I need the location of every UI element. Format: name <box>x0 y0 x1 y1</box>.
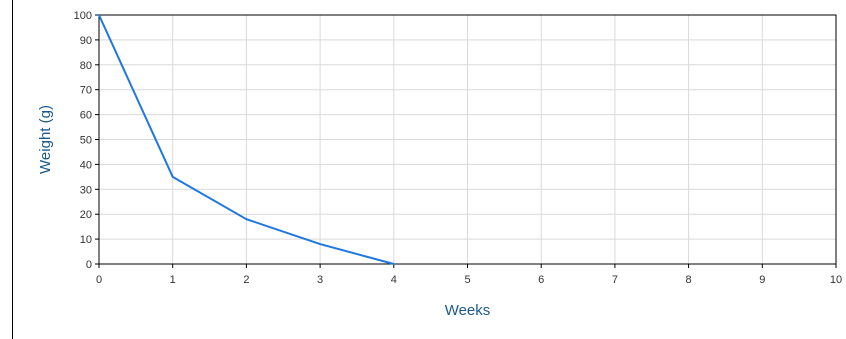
x-tick-label: 7 <box>612 274 618 286</box>
y-tick-label: 70 <box>80 85 92 97</box>
x-tick-label: 10 <box>830 274 842 286</box>
x-tick-label: 2 <box>243 274 249 286</box>
tick-marks <box>95 14 837 268</box>
grid <box>98 14 837 265</box>
data-point <box>98 14 100 16</box>
x-axis-tick-labels: 0 1 2 3 4 5 6 7 8 9 10 <box>96 274 842 286</box>
y-tick-label: 80 <box>80 60 92 72</box>
x-axis-title: Weeks <box>445 302 491 319</box>
series-group <box>98 14 395 265</box>
y-tick-label: 30 <box>80 184 92 196</box>
data-point <box>245 218 248 221</box>
y-tick-label: 100 <box>74 10 92 22</box>
x-tick-label: 3 <box>317 274 323 286</box>
y-tick-label: 10 <box>80 234 92 246</box>
x-tick-label: 1 <box>170 274 176 286</box>
x-tick-label: 9 <box>759 274 765 286</box>
y-tick-label: 40 <box>80 159 92 171</box>
x-tick-label: 5 <box>464 274 470 286</box>
data-point <box>171 175 174 178</box>
x-tick-label: 8 <box>686 274 692 286</box>
y-tick-label: 20 <box>80 209 92 221</box>
y-tick-label: 0 <box>86 259 92 271</box>
y-axis-title: Weight (g) <box>37 105 54 174</box>
y-tick-label: 60 <box>80 110 92 122</box>
data-point <box>392 263 395 265</box>
x-tick-label: 0 <box>96 274 102 286</box>
y-tick-label: 90 <box>80 35 92 47</box>
x-tick-label: 4 <box>391 274 397 286</box>
y-axis-tick-labels: 0 10 20 30 40 50 60 70 80 90 100 <box>74 10 92 271</box>
x-tick-label: 6 <box>538 274 544 286</box>
data-point <box>319 243 322 246</box>
y-tick-label: 50 <box>80 135 92 147</box>
